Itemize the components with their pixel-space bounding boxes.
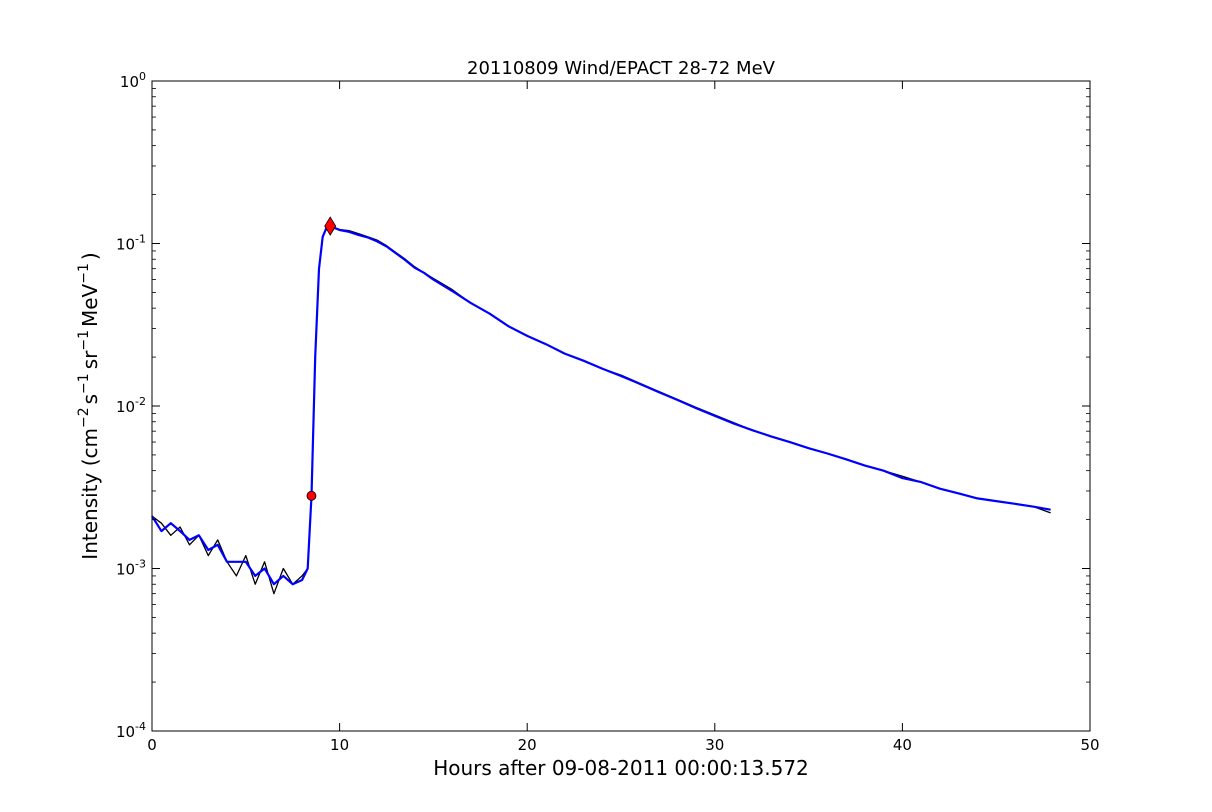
y-axis-title-sr-exp: −1: [76, 330, 92, 351]
x-tick-label: 40: [893, 736, 912, 754]
onset-marker: [306, 490, 317, 501]
y-tick-label: 10-4: [116, 720, 146, 741]
x-tick-label: 0: [147, 736, 157, 754]
plot-area-frame: [151, 80, 1091, 732]
series-line-smoothed: [151, 225, 1051, 586]
series-line-raw: [151, 225, 1051, 595]
x-axis-title: Hours after 09-08-2011 00:00:13.572: [433, 756, 809, 780]
y-axis-title-suffix: ): [78, 252, 102, 260]
y-axis-title-sr: sr: [78, 350, 102, 369]
peak-marker: [324, 216, 337, 236]
y-axis-title-cm-exp: −2: [76, 407, 92, 428]
data-layer: [151, 216, 1051, 595]
y-axis-title-mev-exp: −1: [76, 263, 92, 284]
y-tick-label: 10-3: [116, 558, 146, 579]
y-tick-label: 10-1: [116, 233, 146, 254]
y-tick-label: 100: [120, 70, 146, 91]
x-tick-label: 30: [705, 736, 724, 754]
y-axis-title: Intensity (cm−2s−1sr−1MeV−1): [76, 252, 102, 559]
y-axis-title-s-exp: −1: [76, 373, 92, 394]
ticks-layer: 0 10 20 30 40 50 10-4 10-3 10-2 10-1 100: [116, 70, 1100, 754]
x-tick-label: 20: [518, 736, 537, 754]
x-tick-label: 50: [1080, 736, 1099, 754]
chart-title: 20110809 Wind/EPACT 28-72 MeV: [467, 58, 776, 79]
y-axis-title-s: s: [78, 394, 102, 404]
y-axis-title-mev: MeV: [78, 283, 102, 327]
y-tick-label: 10-2: [116, 395, 146, 416]
y-axis-title-prefix: Intensity (cm: [78, 428, 102, 560]
x-tick-label: 10: [330, 736, 349, 754]
